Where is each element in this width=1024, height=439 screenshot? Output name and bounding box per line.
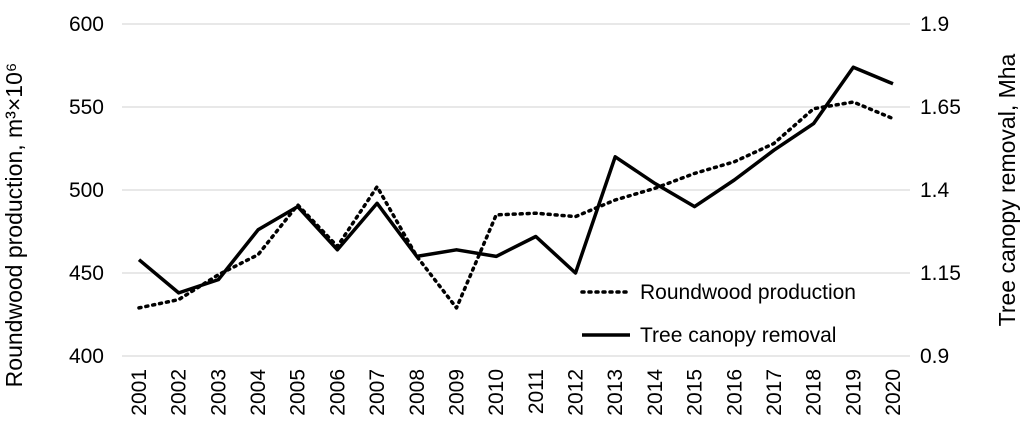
right-tick-label: 1.65 bbox=[920, 96, 961, 119]
x-tick-label: 2007 bbox=[366, 369, 389, 416]
x-tick-label: 2016 bbox=[723, 369, 746, 416]
x-tick-label: 2015 bbox=[684, 369, 707, 416]
series-layer bbox=[137, 65, 895, 310]
legend-label-roundwood: Roundwood production bbox=[640, 281, 856, 304]
left-axis-title: Roundwood production, m³×10⁶ bbox=[1, 63, 27, 388]
gridlines bbox=[122, 23, 910, 357]
x-tick-label: 2006 bbox=[326, 369, 349, 416]
right-tick-label: 0.9 bbox=[920, 345, 949, 368]
x-tick-label: 2008 bbox=[406, 369, 429, 416]
left-tick-label: 500 bbox=[69, 179, 104, 202]
x-tick-label: 2004 bbox=[247, 369, 270, 416]
left-tick-label: 450 bbox=[69, 262, 104, 285]
x-tick-label: 2017 bbox=[763, 369, 786, 416]
left-axis-ticks: 400 450 500 550 600 bbox=[69, 13, 104, 368]
x-tick-label: 2011 bbox=[525, 369, 548, 414]
right-tick-label: 1.15 bbox=[920, 262, 961, 285]
x-tick-label: 2013 bbox=[604, 369, 627, 416]
series-line-canopy bbox=[137, 65, 894, 295]
x-tick-label: 2020 bbox=[882, 369, 905, 416]
x-tick-label: 2018 bbox=[803, 369, 826, 416]
x-tick-label: 2019 bbox=[842, 369, 865, 416]
x-tick-label: 2003 bbox=[207, 369, 230, 416]
left-tick-label: 400 bbox=[69, 345, 104, 368]
legend: Roundwood production Tree canopy removal bbox=[580, 281, 856, 347]
x-tick-label: 2012 bbox=[565, 369, 588, 416]
x-tick-label: 2014 bbox=[644, 369, 667, 416]
right-tick-label: 1.9 bbox=[920, 13, 949, 36]
x-tick-label: 2009 bbox=[445, 369, 468, 416]
x-axis-ticks: 2001 2002 2003 2004 2005 2006 2007 2008 2009 2010… bbox=[128, 369, 905, 416]
left-tick-label: 600 bbox=[69, 13, 104, 36]
right-axis-ticks: 0.9 1.15 1.4 1.65 1.9 bbox=[920, 13, 961, 368]
series-line-roundwood bbox=[137, 100, 895, 310]
x-tick-label: 2001 bbox=[128, 369, 151, 416]
x-tick-label: 2005 bbox=[287, 369, 310, 416]
right-axis-title: Tree canopy removal, Mha bbox=[994, 53, 1020, 326]
legend-label-canopy: Tree canopy removal bbox=[640, 324, 836, 347]
left-tick-label: 550 bbox=[69, 96, 104, 119]
x-tick-label: 2010 bbox=[485, 369, 508, 416]
x-tick-label: 2002 bbox=[168, 369, 191, 416]
right-tick-label: 1.4 bbox=[920, 179, 950, 202]
